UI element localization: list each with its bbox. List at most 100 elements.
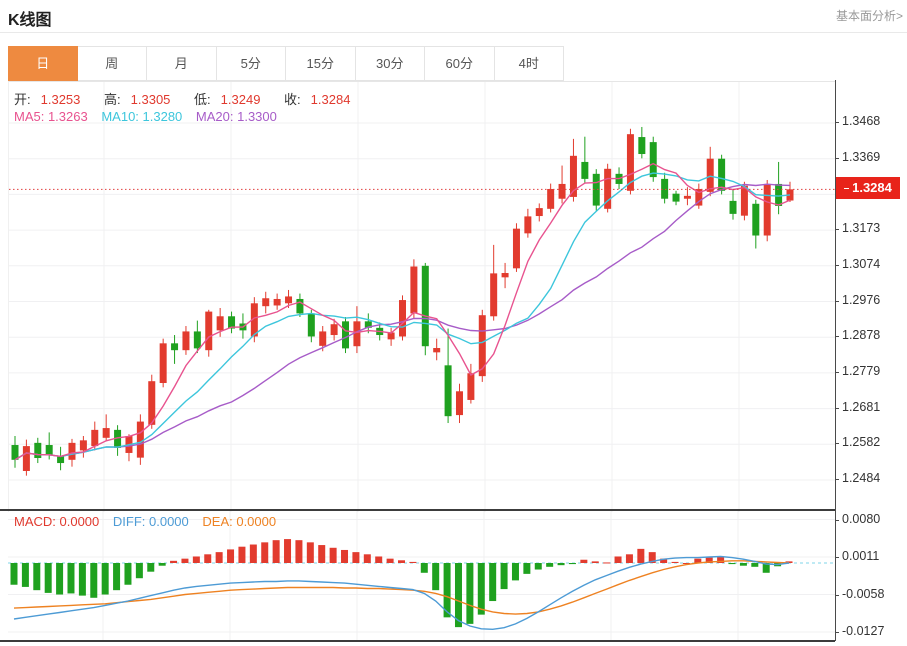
candle <box>558 165 566 204</box>
candle <box>182 326 190 355</box>
macd-hist-bar <box>238 546 246 563</box>
low-value: 1.3249 <box>220 92 261 107</box>
price-tick-mark <box>835 479 839 480</box>
macd-hist-bar <box>33 563 41 591</box>
candle <box>387 327 395 346</box>
macd-hist-bar <box>67 563 75 594</box>
macd-hist-bar <box>409 561 417 563</box>
price-axis-label: 1.2681 <box>842 400 881 414</box>
macd-hist-bar <box>78 563 86 596</box>
macd-hist-bar <box>557 563 565 566</box>
macd-chart-canvas[interactable] <box>8 511 835 641</box>
candle <box>57 446 65 471</box>
price-axis-label: 1.3369 <box>842 150 881 164</box>
macd-hist-bar <box>352 552 360 563</box>
candle <box>114 425 122 456</box>
macd-hist-bar <box>386 558 394 563</box>
macd-value-label: MACD: 0.0000 <box>14 514 100 529</box>
macd-hist-bar <box>192 556 200 563</box>
macd-tick-mark <box>835 595 839 596</box>
price-tick-mark <box>835 408 839 409</box>
macd-hist-bar <box>546 563 554 567</box>
high-value: 1.3305 <box>130 92 171 107</box>
macd-hist-bar <box>739 563 747 566</box>
macd-hist-bar <box>249 544 257 563</box>
candle <box>330 318 338 341</box>
candle <box>307 309 315 343</box>
candle <box>490 244 498 321</box>
macd-axis-label: 0.0080 <box>842 512 881 526</box>
macd-axis-label: 0.0011 <box>842 549 880 563</box>
macd-hist-bar <box>398 560 405 563</box>
candle <box>444 328 452 424</box>
macd-hist-bar <box>272 540 280 563</box>
macd-hist-bar <box>158 563 166 566</box>
fundamental-analysis-link[interactable]: 基本面分析> <box>835 9 903 23</box>
price-axis-label: 1.3468 <box>842 114 881 128</box>
candle <box>524 208 532 238</box>
macd-hist-bar <box>603 562 611 564</box>
price-axis-label: 1.2484 <box>842 471 881 485</box>
macd-tick-mark <box>835 520 839 521</box>
tab-day[interactable]: 日 <box>8 46 78 81</box>
price-axis-line <box>835 80 836 641</box>
macd-hist-bar <box>717 556 725 563</box>
macd-hist-bar <box>523 563 531 574</box>
tab-30min[interactable]: 30分 <box>355 46 425 81</box>
macd-hist-bar <box>329 547 337 563</box>
candle <box>547 183 555 213</box>
dea-value-label: DEA: 0.0000 <box>202 514 277 529</box>
macd-chart-svg <box>8 511 835 641</box>
price-tick-mark <box>835 158 839 159</box>
candle <box>569 138 577 202</box>
macd-hist-bar <box>56 563 64 595</box>
macd-hist-bar <box>170 560 178 563</box>
high-label: 高: <box>104 92 121 107</box>
macd-hist-bar <box>511 563 519 581</box>
macd-hist-bar <box>751 563 759 567</box>
ma-legend: MA5: 1.3263 MA10: 1.3280 MA20: 1.3300 <box>14 109 287 124</box>
tab-week[interactable]: 周 <box>77 46 147 81</box>
panel-divider <box>0 509 835 511</box>
tab-4hour[interactable]: 4时 <box>494 46 564 81</box>
macd-hist-bar <box>375 556 383 563</box>
candle <box>34 437 42 464</box>
kline-chart-canvas[interactable] <box>8 81 836 512</box>
low-label: 低: <box>194 92 211 107</box>
price-axis-label: 1.2878 <box>842 328 881 342</box>
diff-value-label: DIFF: 0.0000 <box>112 514 189 529</box>
macd-hist-bar <box>568 563 576 565</box>
candle <box>729 188 737 220</box>
macd-hist-bar <box>432 563 440 591</box>
candle <box>421 262 429 356</box>
candle <box>478 309 486 382</box>
macd-hist-bar <box>90 563 98 598</box>
candle <box>102 414 110 442</box>
ma20-legend: MA20: 1.3300 <box>195 109 277 124</box>
candle <box>433 338 441 361</box>
candle <box>79 436 87 458</box>
macd-hist-bar <box>113 563 121 591</box>
current-price-badge: 1.3284 <box>836 177 900 199</box>
page-title: K线图 <box>8 12 52 29</box>
candle <box>706 146 714 197</box>
tab-15min[interactable]: 15分 <box>286 46 356 81</box>
macd-legend: MACD: 0.0000 DIFF: 0.0000 DEA: 0.0000 <box>14 514 286 529</box>
price-tick-mark <box>835 443 839 444</box>
tab-month[interactable]: 月 <box>147 46 217 81</box>
ma5-line <box>14 162 791 461</box>
candle <box>171 335 179 364</box>
candle <box>273 293 281 310</box>
macd-hist-bar <box>660 558 668 563</box>
macd-hist-bar <box>466 563 474 624</box>
tab-5min[interactable]: 5分 <box>216 46 286 81</box>
macd-hist-bar <box>591 561 599 563</box>
title-divider <box>0 32 907 33</box>
tab-60min[interactable]: 60分 <box>425 46 495 81</box>
candle <box>535 203 543 222</box>
candle <box>296 293 304 318</box>
macd-hist-bar <box>454 563 462 628</box>
price-axis-label: 1.2582 <box>842 435 881 449</box>
macd-hist-bar <box>295 540 303 563</box>
macd-hist-bar <box>489 563 497 602</box>
